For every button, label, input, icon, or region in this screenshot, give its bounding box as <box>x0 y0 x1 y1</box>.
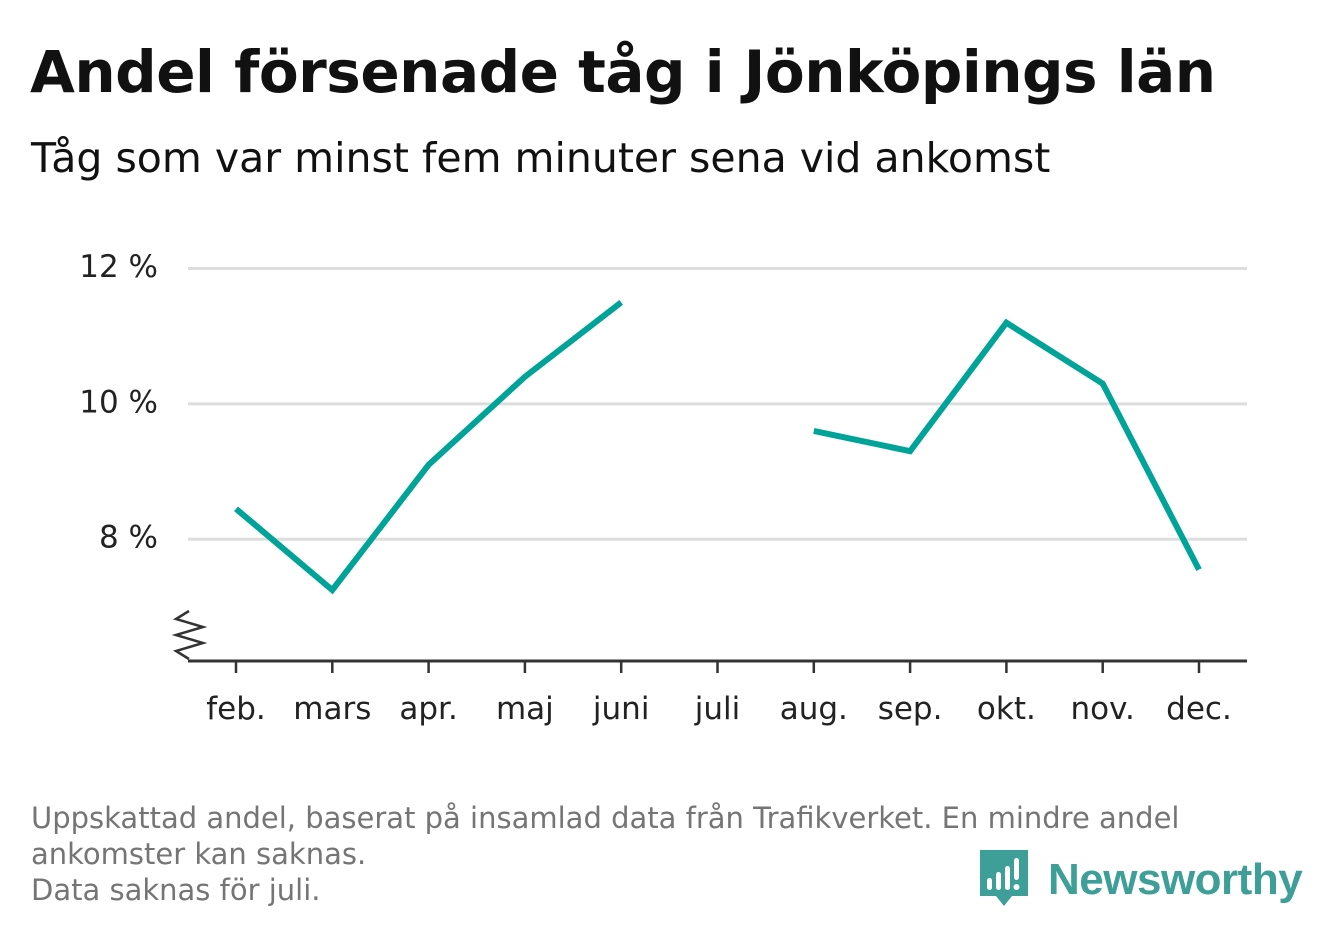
source-note-line-3: Data saknas för juli. <box>31 873 321 907</box>
brand-name: Newsworthy <box>1048 855 1303 904</box>
y-axis-ticks: 8 % 10 % 12 % <box>79 249 158 556</box>
line-chart: 8 % 10 % 12 % feb. mars apr. maj juni juli aug. s… <box>79 249 1247 727</box>
x-tick-label: juni <box>592 691 650 727</box>
x-tick-label: apr. <box>399 691 457 727</box>
x-tick-label: okt. <box>977 691 1036 727</box>
x-tick-label: nov. <box>1070 691 1134 727</box>
grid-lines <box>188 267 1247 541</box>
x-axis <box>171 609 1247 663</box>
y-tick-label: 12 % <box>79 249 158 285</box>
x-tick-label: mars <box>293 691 371 727</box>
y-tick-label: 8 % <box>99 520 158 556</box>
chart-subtitle: Tåg som var minst fem minuter sena vid a… <box>31 134 1051 182</box>
source-note: Uppskattad andel, baserat på insamlad da… <box>31 800 1281 908</box>
series-line <box>234 300 624 595</box>
x-axis-ticks: feb. mars apr. maj juni juli aug. sep. okt. nov. d… <box>206 661 1232 727</box>
chart-bars-icon <box>980 850 1028 906</box>
series-line <box>813 318 1202 571</box>
newsworthy-logo: Newsworthy <box>980 850 1303 910</box>
x-tick-label: dec. <box>1166 691 1232 727</box>
y-tick-label: 10 % <box>79 384 158 420</box>
x-tick-label: maj <box>496 691 554 727</box>
x-tick-label: feb. <box>206 691 266 727</box>
source-note-line-1: Uppskattad andel, baserat på insamlad da… <box>31 801 1180 835</box>
x-tick-label: aug. <box>780 691 848 727</box>
axis-break-icon <box>171 609 208 661</box>
chart-title: Andel försenade tåg i Jönköpings län <box>30 38 1216 106</box>
x-tick-label: juli <box>694 691 741 727</box>
source-note-line-2: ankomster kan saknas. <box>31 837 367 871</box>
x-tick-label: sep. <box>878 691 943 727</box>
series-lines <box>234 300 1202 595</box>
